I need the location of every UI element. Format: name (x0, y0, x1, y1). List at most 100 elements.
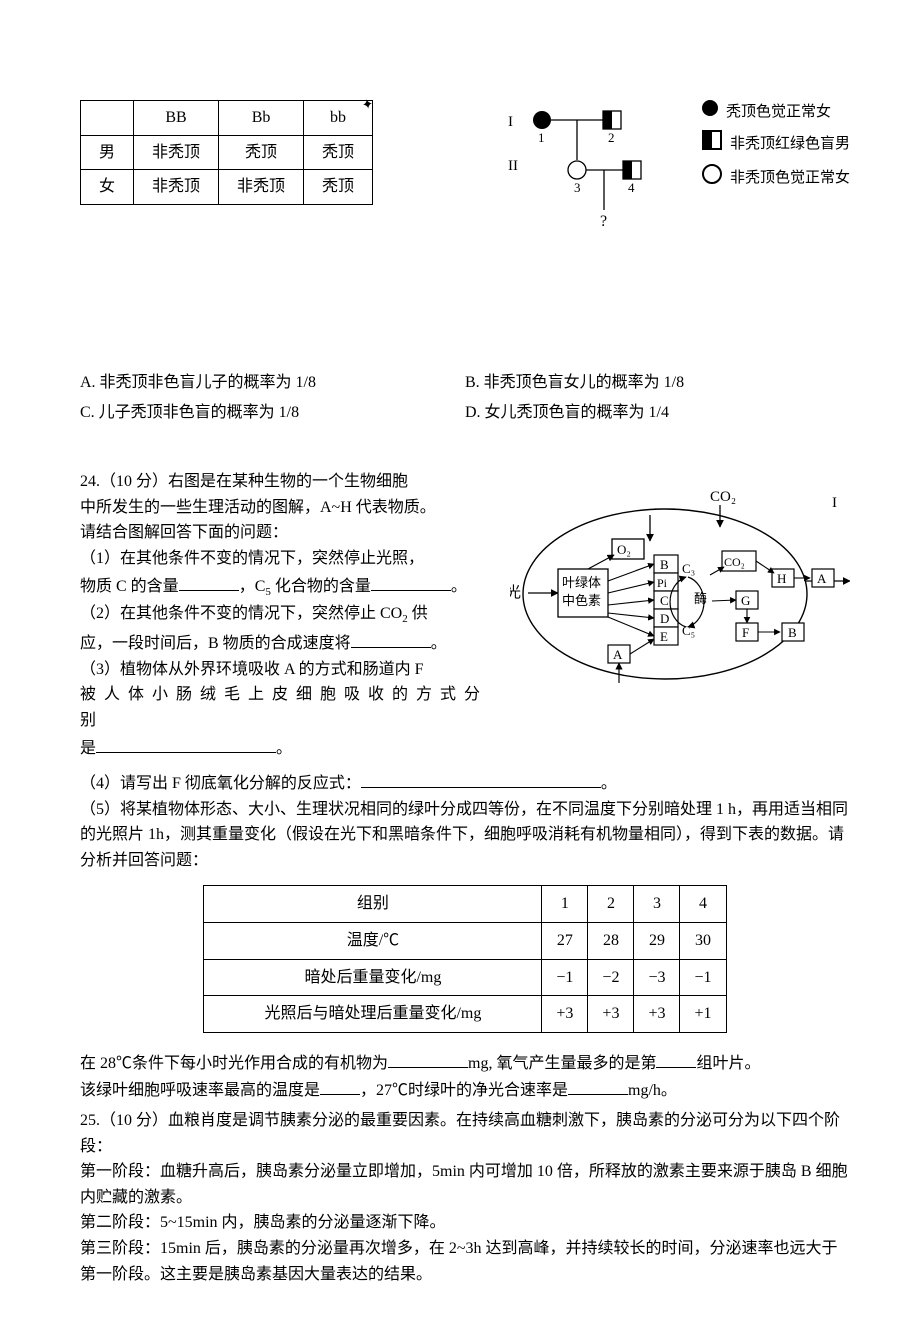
f2-pre: 该绿叶细胞呼吸速率最高的温度是 (80, 1082, 320, 1099)
q25-s2: 第二阶段：5~15min 内，胰岛素的分泌量逐渐下降。 (80, 1210, 850, 1236)
dt-r0c1: 27 (542, 923, 588, 960)
f1-mid: mg, 氧气产生量最多的是第 (468, 1055, 656, 1072)
q24-p5: （5）将某植物体形态、大小、生理状况相同的绿叶分成四等份，在不同温度下分别暗处理… (80, 797, 850, 874)
q24-stem2: 中所发生的一些生理活动的图解，A~H 代表物质。 (80, 495, 492, 521)
dt-h2: 2 (588, 886, 634, 923)
Pi-label: Pi (657, 576, 668, 590)
legend-row-0: 秃顶色觉正常女 (702, 100, 850, 124)
dt-r2c1: +3 (542, 996, 588, 1033)
enzyme-label: 酶 (694, 591, 707, 606)
dt-r0c3: 29 (634, 923, 680, 960)
scribble-mark: ✦ (360, 94, 375, 118)
o2-label: O₂ (617, 542, 631, 557)
q24-p3b: 被 人 体 小 肠 绒 毛 上 皮 细 胞 吸 收 的 方 式 分 别 (80, 682, 492, 733)
blank-2 (371, 572, 451, 591)
q24-p3c-end: 。 (276, 740, 292, 757)
E-label: E (660, 629, 668, 644)
B-label: B (660, 557, 669, 572)
q24-p1b-mid: ，C (239, 578, 266, 595)
choice-d: D. 女儿秃顶色盲的概率为 1/4 (465, 400, 850, 426)
gtable-r1c3: 秃顶 (304, 170, 373, 205)
dt-r2c0: 光照后与暗处理后重量变化/mg (204, 996, 542, 1033)
legend-open-circle-icon (702, 164, 722, 184)
C-label: C (660, 593, 669, 608)
C5-label: C₅ (682, 623, 695, 638)
gtable-r0c3: 秃顶 (304, 135, 373, 170)
gtable-r0c1: 非秃顶 (134, 135, 219, 170)
f1-pre: 在 28℃条件下每小时光作用合成的有机物为 (80, 1055, 388, 1072)
dt-h0: 组别 (204, 886, 542, 923)
dt-r1c2: −2 (588, 959, 634, 996)
chlor2: 中色素 (562, 593, 601, 608)
dt-h1: 1 (542, 886, 588, 923)
f1-post: 组叶片。 (696, 1055, 760, 1072)
q25-s3: 第三阶段：15min 后，胰岛素的分泌量再次增多，在 2~3h 达到高峰，并持续… (80, 1236, 850, 1287)
blank-1 (179, 572, 239, 591)
dt-r1c3: −3 (634, 959, 680, 996)
gtable-r1c0: 女 (81, 170, 134, 205)
p1-label: 1 (538, 130, 545, 145)
q24-p1b-end: 。 (451, 578, 467, 595)
legend-filled-circle-icon (702, 100, 718, 116)
q24-p1a: （1）在其他条件不变的情况下，突然停止光照， (80, 546, 492, 572)
A-in-label: A (613, 647, 623, 662)
q24-p2a-post: 供 (408, 605, 428, 622)
q24-p1b-post: 化合物的含量 (271, 578, 371, 595)
blank-5 (361, 769, 601, 788)
q24-p2a-pre: （2）在其他条件不变的情况下，突然停止 CO (80, 605, 402, 622)
gtable-h3: bb ✦ (304, 101, 373, 136)
co2-box-label: CO₂ (724, 555, 745, 569)
genotype-table: BB Bb bb ✦ 男 非秃顶 秃顶 秃顶 女 非秃顶 非秃顶 秃顶 (80, 100, 373, 205)
dt-r0c4: 30 (680, 923, 726, 960)
pedigree-diagram: I II 1 2 3 4 ? (502, 100, 682, 230)
q25-s1: 第一阶段：血糖升高后，胰岛素分泌量立即增加，5min 内可增加 10 倍，所释放… (80, 1159, 850, 1210)
dt-r1c1: −1 (542, 959, 588, 996)
q24-p2b: 应，一段时间后，B 物质的合成速度将。 (80, 629, 492, 657)
dt-r0c0: 温度/℃ (204, 923, 542, 960)
pedigree-legend: 秃顶色觉正常女 非秃顶红绿色盲男 非秃顶色觉正常女 (702, 100, 850, 198)
q24-p2a: （2）在其他条件不变的情况下，突然停止 CO2 供 (80, 601, 492, 629)
answer-choices: A. 非秃顶非色盲儿子的概率为 1/8 B. 非秃顶色盲女儿的概率为 1/8 C… (80, 370, 850, 429)
gtable-h2: Bb (219, 101, 304, 136)
offspring-unknown: ? (600, 213, 607, 230)
dt-r2c4: +1 (680, 996, 726, 1033)
q24-follow1: 在 28℃条件下每小时光作用合成的有机物为 mg, 氧气产生量最多的是第 组叶片。 (80, 1049, 850, 1077)
gen2-label: II (508, 158, 518, 174)
choice-b: B. 非秃顶色盲女儿的概率为 1/8 (465, 370, 850, 396)
legend-row-1: 非秃顶红绿色盲男 (702, 130, 850, 158)
q24-p1b-pre: 物质 C 的含量 (80, 578, 179, 595)
p3-symbol (568, 161, 586, 179)
q24-p4-end: 。 (601, 775, 617, 792)
q24-stem3: 请结合图解回答下面的问题： (80, 520, 492, 546)
cell-diagram: CO₂ I 光 叶绿体 中色素 O₂ B Pi C D (510, 469, 850, 699)
p4-label: 4 (628, 180, 635, 195)
gtable-r1c2: 非秃顶 (219, 170, 304, 205)
q24-p1b: 物质 C 的含量，C5 化合物的含量。 (80, 572, 492, 602)
gen1-label: I (508, 114, 513, 130)
q24-text-block: 24.（10 分）右图是在某种生物的一个生物细胞 中所发生的一些生理活动的图解，… (80, 469, 492, 761)
gtable-h0 (81, 101, 134, 136)
legend0-text: 秃顶色觉正常女 (726, 100, 831, 124)
blank-3 (351, 629, 431, 648)
data-table: 组别 1 2 3 4 温度/℃ 27 28 29 30 暗处后重量变化/mg −… (203, 885, 726, 1032)
B-out-label: B (788, 625, 797, 640)
choice-a: A. 非秃顶非色盲儿子的概率为 1/8 (80, 370, 465, 396)
blank-6 (388, 1049, 468, 1068)
p2-label: 2 (608, 130, 615, 145)
q24-p3a: （3）植物体从外界环境吸收 A 的方式和肠道内 F (80, 657, 492, 683)
dt-h4: 4 (680, 886, 726, 923)
legend-half-square-icon (702, 130, 722, 150)
legend-row-2: 非秃顶色觉正常女 (702, 164, 850, 192)
q25-stem: 25.（10 分）血粮肖度是调节胰素分泌的最重要因素。在持续高血糖刺激下，胰岛素… (80, 1108, 850, 1159)
blank-7 (656, 1049, 696, 1068)
blank-8 (320, 1076, 360, 1095)
F-label: F (742, 625, 749, 640)
q24-stem1: 24.（10 分）右图是在某种生物的一个生物细胞 (80, 469, 492, 495)
blank-4 (96, 734, 276, 753)
legend1-text: 非秃顶红绿色盲男 (730, 132, 850, 156)
gtable-r1c1: 非秃顶 (134, 170, 219, 205)
chlor1: 叶绿体 (562, 575, 601, 590)
q24-p4-pre: （4）请写出 F 彻底氧化分解的反应式： (80, 775, 361, 792)
q24-p3c: 是。 (80, 734, 492, 762)
A-out-label: A (817, 571, 827, 586)
